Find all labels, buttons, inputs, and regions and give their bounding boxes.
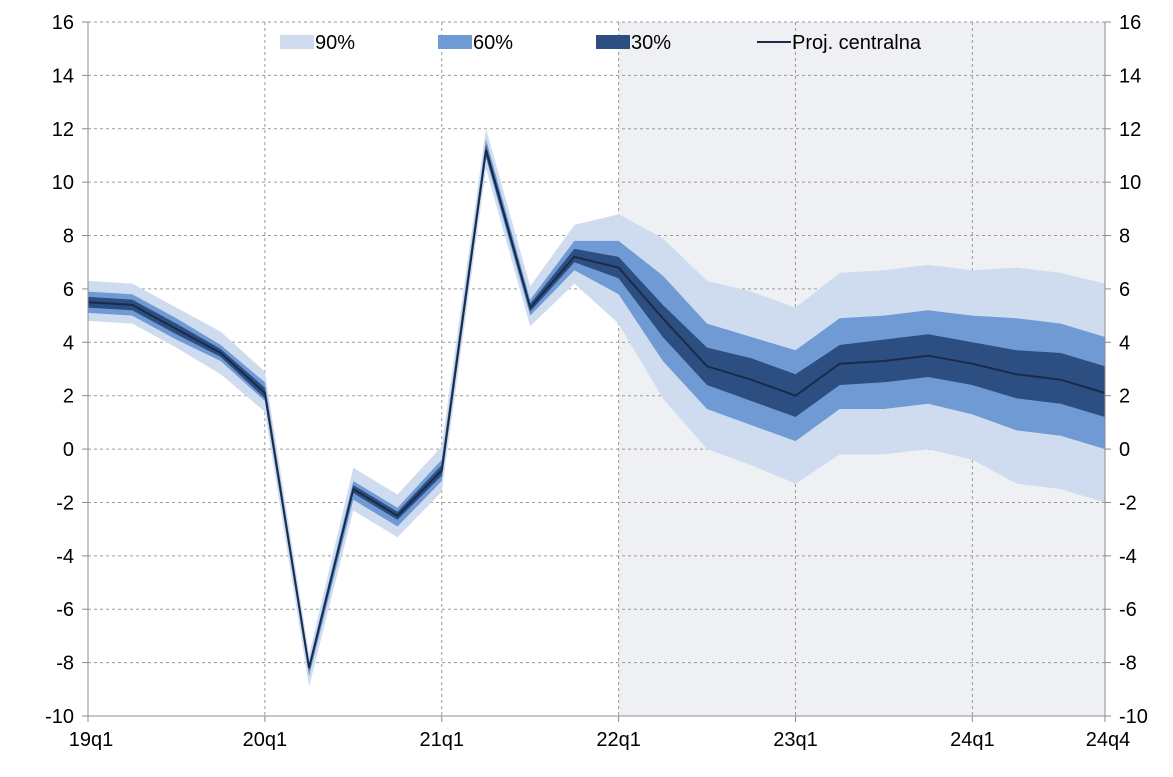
- y-tick-label-left: -6: [56, 599, 74, 621]
- y-tick-label-right: -8: [1119, 653, 1137, 675]
- y-tick-label-left: -10: [45, 706, 74, 728]
- y-tick-label-left: 12: [52, 119, 74, 141]
- y-tick-label-left: 14: [52, 65, 74, 87]
- y-tick-label-right: 16: [1119, 12, 1141, 34]
- y-tick-label-left: 10: [52, 172, 74, 194]
- x-tick-label: 20q1: [243, 729, 288, 751]
- legend-swatch-30pct: [596, 35, 630, 49]
- x-tick-label: 23q1: [773, 729, 818, 751]
- y-tick-label-left: -2: [56, 492, 74, 514]
- legend-swatch-90pct: [280, 35, 314, 49]
- x-tick-label: 19q1: [69, 729, 114, 751]
- y-tick-label-left: -4: [56, 546, 74, 568]
- band-60pct: [88, 139, 1105, 676]
- x-tick-label: 22q1: [596, 729, 641, 751]
- y-tick-label-right: 10: [1119, 172, 1141, 194]
- legend-swatch-60pct: [438, 35, 472, 49]
- y-tick-label-left: 0: [63, 439, 74, 461]
- legend-label: 30%: [631, 32, 671, 54]
- y-tick-label-right: 12: [1119, 119, 1141, 141]
- legend-label: 90%: [315, 32, 355, 54]
- y-tick-label-right: 4: [1119, 332, 1130, 354]
- y-tick-label-right: 14: [1119, 65, 1141, 87]
- x-tick-label: 21q1: [419, 729, 464, 751]
- y-tick-label-right: 6: [1119, 279, 1130, 301]
- y-tick-label-right: -6: [1119, 599, 1137, 621]
- y-tick-label-right: -10: [1119, 706, 1148, 728]
- y-tick-label-right: 8: [1119, 226, 1130, 248]
- y-tick-label-right: -4: [1119, 546, 1137, 568]
- y-tick-label-right: -2: [1119, 492, 1137, 514]
- y-tick-label-left: 6: [63, 279, 74, 301]
- band-90pct: [88, 128, 1105, 687]
- x-tick-label: 24q1: [950, 729, 995, 751]
- y-tick-label-left: 2: [63, 386, 74, 408]
- y-tick-label-right: 2: [1119, 386, 1130, 408]
- y-tick-label-left: 8: [63, 226, 74, 248]
- x-tick-label: 24q4: [1086, 729, 1131, 751]
- legend-label: Proj. centralna: [792, 32, 922, 54]
- y-tick-label-left: 16: [52, 12, 74, 34]
- central-projection-line: [87, 149, 1106, 669]
- y-tick-label-left: 4: [63, 332, 74, 354]
- y-tick-label-right: 0: [1119, 439, 1130, 461]
- legend-label: 60%: [473, 32, 513, 54]
- y-tick-label-left: -8: [56, 653, 74, 675]
